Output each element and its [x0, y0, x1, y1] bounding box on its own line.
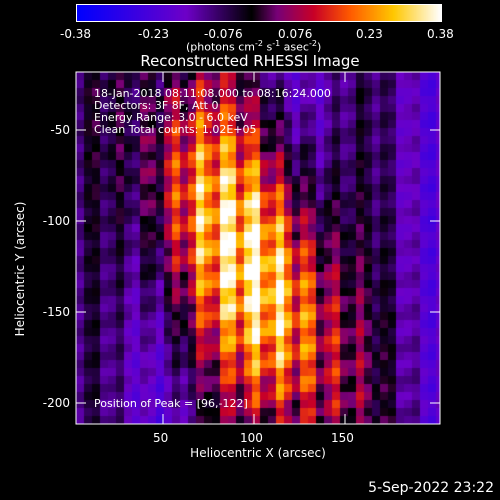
x-tick-label: 50	[153, 431, 169, 445]
y-axis-label: Heliocentric Y (arcsec)	[13, 201, 27, 337]
rhessi-intensity-image	[76, 72, 440, 424]
plot-title: Reconstructed RHESSI Image	[140, 52, 360, 70]
colorbar-units: (photons cm-2 s-1 asec-2)	[186, 39, 322, 54]
colorbar-tick-label: -0.076	[204, 27, 243, 41]
info-detectors: Detectors: 3F 8F, Att 0	[94, 99, 219, 112]
y-tick-label: -150	[42, 305, 70, 319]
observation-info: 18-Jan-2018 08:11:08.000 to 08:16:24.000…	[94, 88, 331, 136]
x-axis-label: Heliocentric X (arcsec)	[190, 446, 326, 460]
x-tick-label: 100	[240, 431, 263, 445]
colorbar	[76, 4, 442, 22]
info-time-range: 18-Jan-2018 08:11:08.000 to 08:16:24.000	[94, 87, 331, 100]
peak-position: Position of Peak = [96,-122]	[94, 397, 248, 410]
colorbar-tick-label: 0.38	[427, 27, 454, 41]
x-tick-label: 150	[331, 431, 354, 445]
colorbar-tick-label: 0.23	[356, 27, 383, 41]
y-tick-label: -50	[50, 123, 70, 137]
colorbar-tick-label: -0.38	[60, 27, 92, 41]
y-tick-label: -100	[42, 214, 70, 228]
info-energy-range: Energy Range: 3.0 - 6.0 keV	[94, 111, 248, 124]
info-method-counts: Clean Total counts: 1.02E+05	[94, 123, 257, 136]
y-tick-label: -200	[42, 396, 70, 410]
colorbar-tick-label: 0.076	[278, 27, 313, 41]
generation-date: 5-Sep-2022 23:22	[368, 480, 494, 496]
colorbar-tick-label: -0.23	[138, 27, 170, 41]
